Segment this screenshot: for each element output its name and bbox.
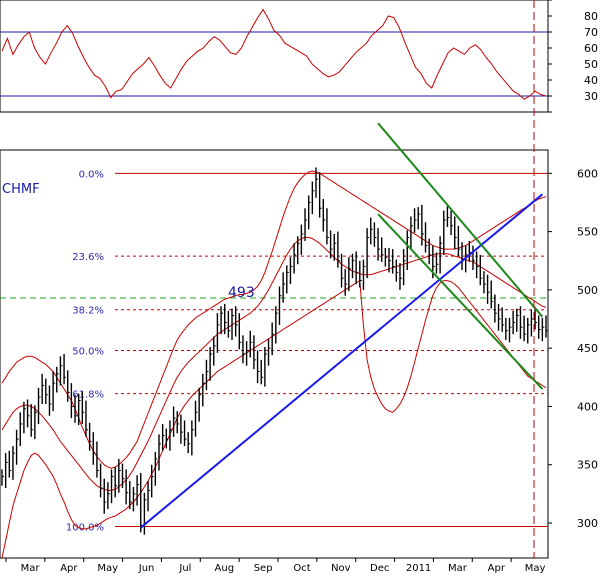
x-tick-label: May	[525, 563, 546, 574]
osc-y-tick-label: 70	[584, 26, 598, 39]
osc-y-tick-label: 40	[584, 74, 598, 87]
trendline	[377, 213, 544, 390]
osc-y-tick-label: 30	[584, 90, 598, 103]
x-tick-label: Dec	[370, 563, 389, 574]
fib-level-label: 50.0%	[72, 347, 104, 358]
x-tick-label: Jun	[138, 563, 155, 574]
price-y-tick-label: 400	[577, 400, 598, 413]
fib-level-label: 100.0%	[66, 523, 104, 534]
x-tick-label: Aug	[215, 563, 235, 574]
annotation-493: 493	[228, 285, 255, 301]
price-y-tick-label: 600	[577, 167, 598, 180]
x-tick-label: May	[97, 563, 118, 574]
x-tick-label: Sep	[254, 563, 273, 574]
price-y-tick-label: 450	[577, 342, 598, 355]
x-tick-label: Oct	[293, 563, 310, 574]
x-tick-label: Mar	[21, 563, 41, 574]
x-tick-label: Mar	[448, 563, 468, 574]
fib-level-label: 38.2%	[72, 306, 104, 317]
fib-level-label: 0.0%	[79, 169, 104, 180]
x-tick-label: 2011	[406, 563, 431, 574]
bollinger-lower	[1, 279, 547, 559]
trendline	[140, 193, 543, 529]
chart-title: CHMF	[2, 182, 40, 197]
oscillator-frame	[0, 0, 549, 113]
x-tick-label: Apr	[60, 563, 78, 574]
x-tick-label: Nov	[331, 563, 351, 574]
x-tick-label: Jul	[178, 563, 191, 574]
osc-y-tick-label: 60	[584, 42, 598, 55]
price-y-tick-label: 550	[577, 226, 598, 239]
price-y-tick-label: 350	[577, 459, 598, 472]
oscillator-line	[1, 8, 547, 100]
fib-level-label: 61.8%	[72, 390, 104, 401]
oscillator-panel: 30 40 50 60 70 80	[0, 0, 598, 113]
osc-y-tick-label: 80	[584, 10, 598, 23]
fib-level-label: 23.6%	[72, 252, 104, 263]
trendline	[377, 122, 544, 318]
osc-y-tick-label: 50	[584, 58, 598, 71]
bollinger-middle	[1, 236, 547, 491]
price-y-tick-label: 300	[577, 517, 598, 530]
price-frame	[0, 149, 549, 559]
x-tick-label: Apr	[488, 563, 506, 574]
price-y-tick-label: 500	[577, 284, 598, 297]
